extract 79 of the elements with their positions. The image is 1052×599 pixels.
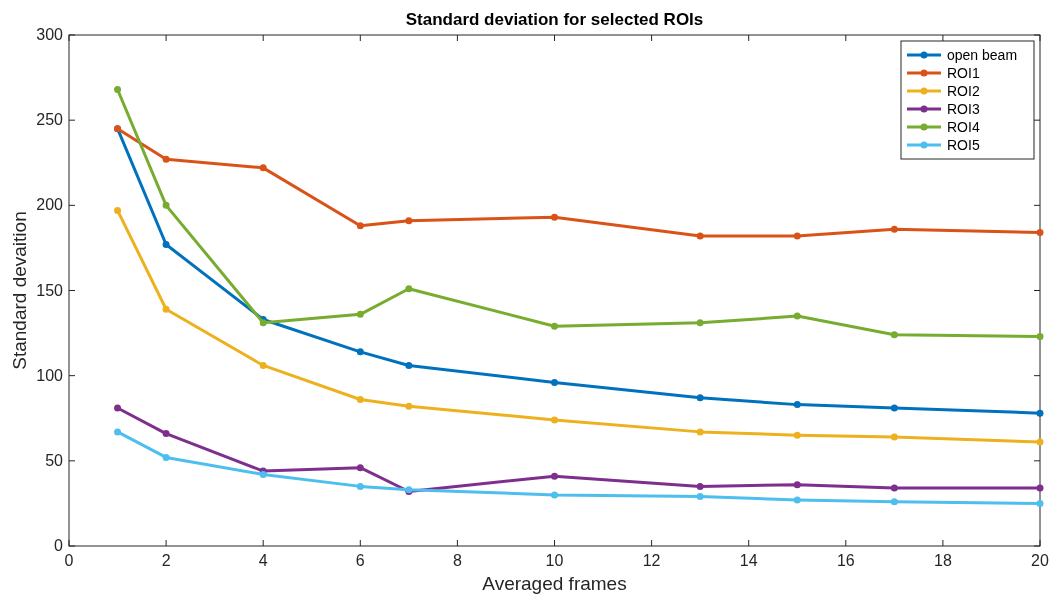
x-tick-label: 16 bbox=[836, 552, 855, 569]
y-tick-label: 250 bbox=[36, 111, 64, 129]
x-tick-label: 14 bbox=[739, 552, 758, 569]
point bbox=[356, 464, 364, 472]
point bbox=[551, 472, 558, 480]
point bbox=[114, 86, 122, 94]
point bbox=[1036, 438, 1044, 446]
x-tick-label: 12 bbox=[642, 552, 661, 569]
point bbox=[162, 430, 170, 438]
legend-label: open beam bbox=[947, 47, 1018, 63]
x-tick-label: 4 bbox=[258, 552, 268, 569]
y-tick-label: 0 bbox=[54, 537, 64, 554]
point bbox=[1036, 484, 1044, 492]
point bbox=[793, 232, 801, 240]
legend-label: ROI5 bbox=[947, 137, 980, 153]
y-tick-label: 300 bbox=[36, 26, 64, 43]
legend-label: ROI1 bbox=[947, 65, 980, 81]
legend-label: ROI2 bbox=[947, 83, 980, 99]
x-tick-label: 8 bbox=[452, 552, 462, 569]
x-tick-label: 20 bbox=[1031, 552, 1049, 569]
point bbox=[696, 232, 704, 240]
point bbox=[793, 401, 801, 409]
point bbox=[259, 164, 267, 172]
point bbox=[696, 482, 704, 490]
point bbox=[793, 312, 801, 320]
point bbox=[696, 493, 704, 501]
point bbox=[551, 378, 558, 386]
point bbox=[890, 225, 898, 233]
x-tick-label: 10 bbox=[545, 552, 564, 569]
x-tick-label: 6 bbox=[355, 552, 365, 569]
point bbox=[162, 241, 170, 249]
point bbox=[162, 201, 170, 209]
point bbox=[405, 361, 413, 369]
legend-label: ROI4 bbox=[947, 119, 980, 135]
point bbox=[356, 310, 364, 318]
point bbox=[1036, 409, 1044, 417]
point bbox=[114, 206, 122, 214]
y-tick-label: 200 bbox=[36, 196, 64, 214]
point bbox=[162, 453, 170, 461]
point bbox=[356, 396, 364, 404]
point bbox=[114, 428, 122, 436]
point bbox=[793, 496, 801, 504]
point bbox=[890, 404, 898, 412]
point bbox=[696, 428, 704, 436]
point bbox=[259, 361, 267, 369]
point bbox=[696, 319, 704, 327]
point bbox=[405, 217, 413, 225]
y-tick-label: 50 bbox=[45, 451, 64, 469]
point bbox=[1036, 332, 1044, 340]
x-axis-title: Averaged frames bbox=[482, 573, 627, 594]
point bbox=[356, 482, 364, 490]
point bbox=[551, 491, 558, 499]
point bbox=[356, 348, 364, 356]
point bbox=[1036, 499, 1044, 507]
point bbox=[551, 213, 558, 221]
point bbox=[356, 222, 364, 230]
point bbox=[1036, 229, 1044, 237]
point bbox=[162, 305, 170, 313]
x-tick-label: 2 bbox=[161, 552, 171, 569]
y-tick-label: 100 bbox=[36, 366, 64, 384]
chart-title: Standard deviation for selected ROIs bbox=[405, 10, 704, 29]
y-tick-label: 150 bbox=[36, 281, 64, 299]
point bbox=[551, 322, 558, 330]
point bbox=[793, 481, 801, 489]
point bbox=[890, 484, 898, 492]
point bbox=[162, 155, 170, 163]
x-tick-label: 18 bbox=[934, 552, 952, 569]
point bbox=[405, 285, 413, 293]
point bbox=[551, 416, 558, 424]
point bbox=[696, 394, 704, 402]
y-axis-title: Standard devaition bbox=[9, 211, 30, 370]
legend-label: ROI3 bbox=[947, 101, 980, 117]
point bbox=[114, 404, 122, 412]
point bbox=[890, 498, 898, 506]
point bbox=[890, 331, 898, 339]
point bbox=[259, 319, 267, 327]
point bbox=[890, 433, 898, 441]
point bbox=[405, 402, 413, 410]
point bbox=[793, 431, 801, 439]
